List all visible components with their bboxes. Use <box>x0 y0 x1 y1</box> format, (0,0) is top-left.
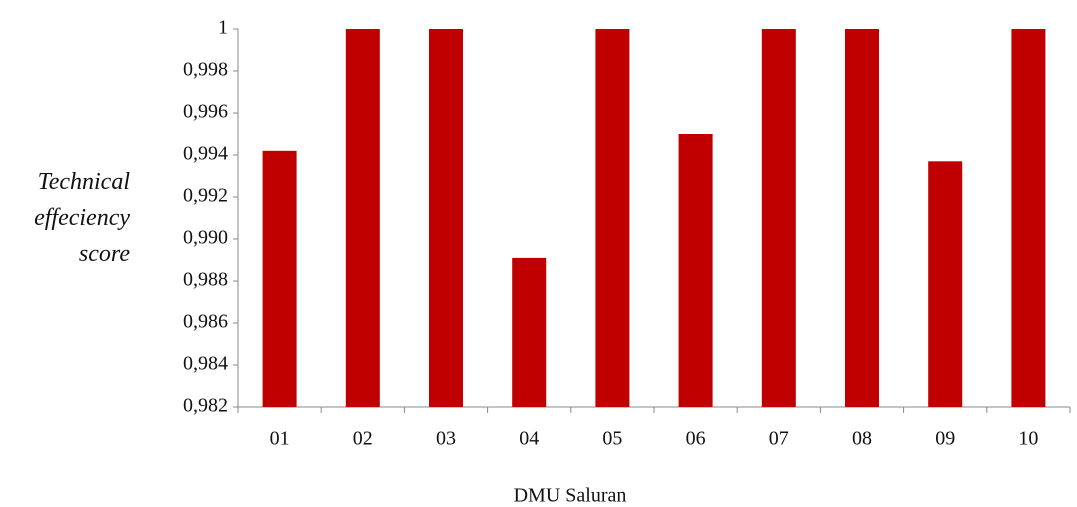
y-tick-label: 0,994 <box>183 143 228 165</box>
bar <box>262 150 297 408</box>
bar <box>761 29 796 407</box>
y-tick-label: 0,988 <box>183 269 228 291</box>
y-tick-label: 0,998 <box>183 59 228 81</box>
bar <box>845 29 879 407</box>
x-tick-label: 01 <box>270 428 290 450</box>
bar <box>345 29 380 407</box>
x-tick-label: 06 <box>686 428 706 450</box>
y-tick-label: 0,992 <box>183 185 228 207</box>
x-tick-label: 09 <box>935 428 955 450</box>
y-tick-label: 0,990 <box>183 227 228 249</box>
bar <box>512 257 547 407</box>
x-axis-label: DMU Saluran <box>514 485 627 507</box>
y-tick-label: 0,982 <box>183 395 228 417</box>
y-axis-label: Technical effeciency score <box>34 169 130 267</box>
x-tick-label: 02 <box>353 428 373 450</box>
y-tick-label: 0,986 <box>183 311 228 333</box>
bar <box>928 161 963 407</box>
x-tick-label: 08 <box>852 428 872 450</box>
x-tick-label: 07 <box>769 428 789 450</box>
y-tick-label: 1 <box>218 17 228 39</box>
x-tick-label: 05 <box>602 428 622 450</box>
bar <box>1011 29 1046 407</box>
x-tick-label: 10 <box>1018 428 1038 450</box>
y-tick-label: 0,984 <box>183 353 228 375</box>
bar <box>429 29 463 407</box>
bar <box>595 29 630 407</box>
x-tick-label: 03 <box>436 428 456 450</box>
x-tick-label: 04 <box>519 428 539 450</box>
y-tick-label: 0,996 <box>183 101 228 123</box>
bar <box>678 134 713 407</box>
